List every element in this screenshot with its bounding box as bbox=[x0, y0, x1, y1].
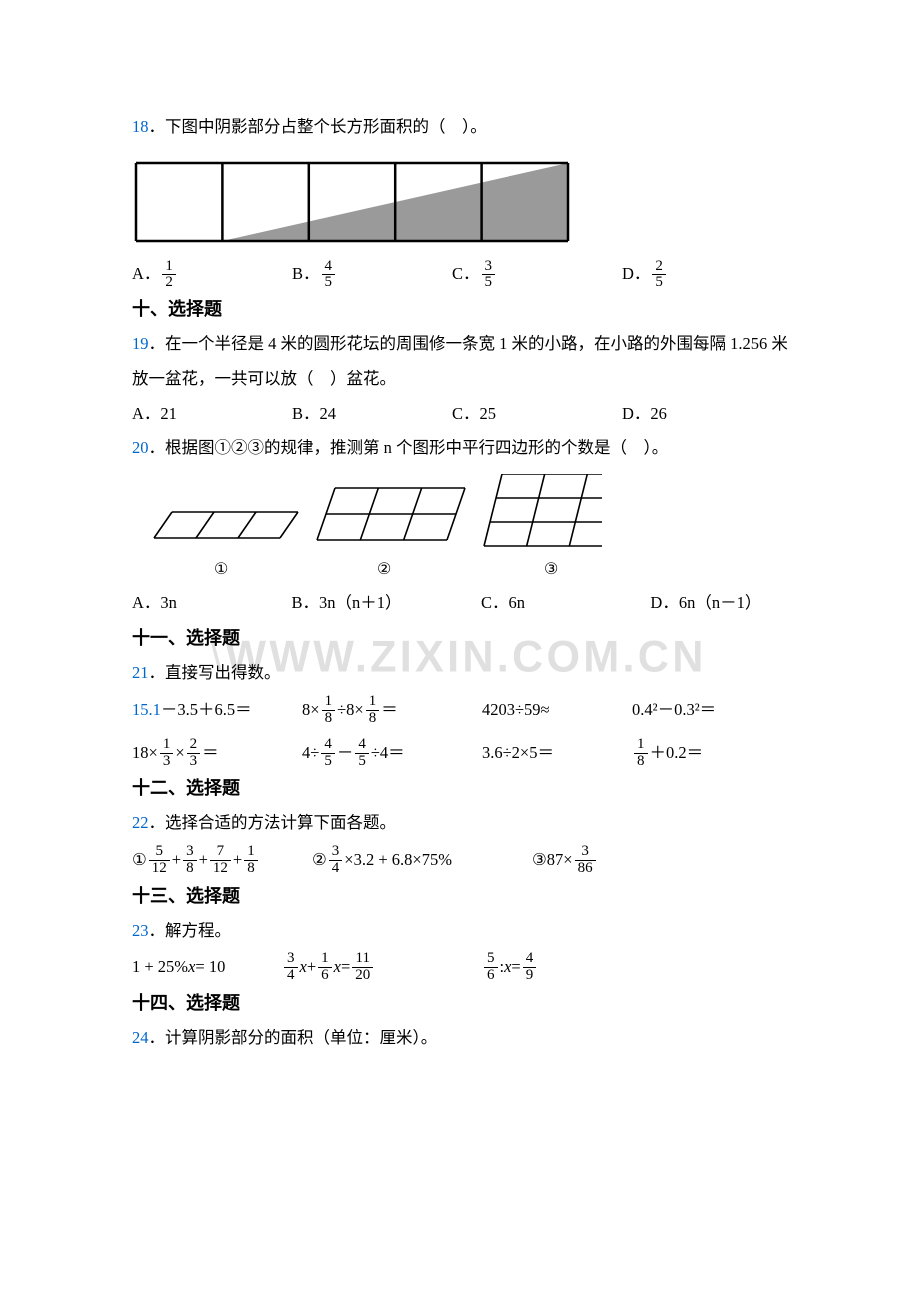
q18-figure bbox=[132, 157, 572, 247]
q19-options: A．21 B．24 C．25 D．26 bbox=[132, 397, 790, 432]
q21-row1: 15.1－3.5＋6.5＝ 8×18÷8×18＝ 4203÷59≈ 0.4²－0… bbox=[132, 693, 790, 728]
q24-line: 24．计算阴影部分的面积（单位：厘米）。 bbox=[132, 1021, 790, 1056]
q22-line: 22．选择合适的方法计算下面各题。 bbox=[132, 806, 790, 841]
q19-line1: 19．在一个半径是 4 米的圆形花坛的周围修一条宽 1 米的小路，在小路的外围每… bbox=[132, 327, 790, 362]
q20-line: 20．根据图①②③的规律，推测第 n 个图形中平行四边形的个数是（ ）。 bbox=[132, 431, 790, 466]
q20-options: A．3n B．3n（n＋1） C．6n D．6n（n－1） bbox=[132, 586, 790, 621]
q20-num: 20 bbox=[132, 438, 149, 457]
q21-num: 21 bbox=[132, 663, 149, 682]
section-12: 十二、选择题 bbox=[132, 770, 790, 806]
q18-line: 18．下图中阴影部分占整个长方形面积的（ ）。 bbox=[132, 110, 790, 145]
svg-text:③: ③ bbox=[544, 561, 558, 578]
svg-text:②: ② bbox=[377, 561, 391, 578]
section-11: 十一、选择题 bbox=[132, 620, 790, 656]
q20-figure: ① ② ③ bbox=[132, 474, 602, 584]
q19-num: 19 bbox=[132, 334, 149, 353]
section-10: 十、选择题 bbox=[132, 291, 790, 327]
section-13: 十三、选择题 bbox=[132, 878, 790, 914]
q23-row: 1 + 25%x = 10 34x + 16x = 1120 56 : x = … bbox=[132, 950, 790, 985]
q24-num: 24 bbox=[132, 1028, 149, 1047]
q21-line: 21．直接写出得数。 bbox=[132, 656, 790, 691]
section-14: 十四、选择题 bbox=[132, 985, 790, 1021]
q19-line2: 放一盆花，一共可以放（ ）盆花。 bbox=[132, 362, 790, 397]
q23-line: 23．解方程。 bbox=[132, 914, 790, 949]
q22-num: 22 bbox=[132, 813, 149, 832]
q21-row2: 18×13×23＝ 4÷45－45÷4＝ 3.6÷2×5＝ 18＋0.2＝ bbox=[132, 736, 790, 771]
q18-num: 18 bbox=[132, 117, 149, 136]
q18-text: ．下图中阴影部分占整个长方形面积的（ ）。 bbox=[149, 117, 487, 136]
q18-options: A．12 B．45 C．35 D．25 bbox=[132, 257, 790, 292]
q23-num: 23 bbox=[132, 921, 149, 940]
q22-row: ① 512+ 38+ 712+ 18 ②34×3.2 + 6.8×75% ③87… bbox=[132, 843, 790, 878]
page-content: 18．下图中阴影部分占整个长方形面积的（ ）。 A．12 B．45 C．35 D… bbox=[0, 0, 920, 1056]
svg-text:①: ① bbox=[214, 561, 228, 578]
